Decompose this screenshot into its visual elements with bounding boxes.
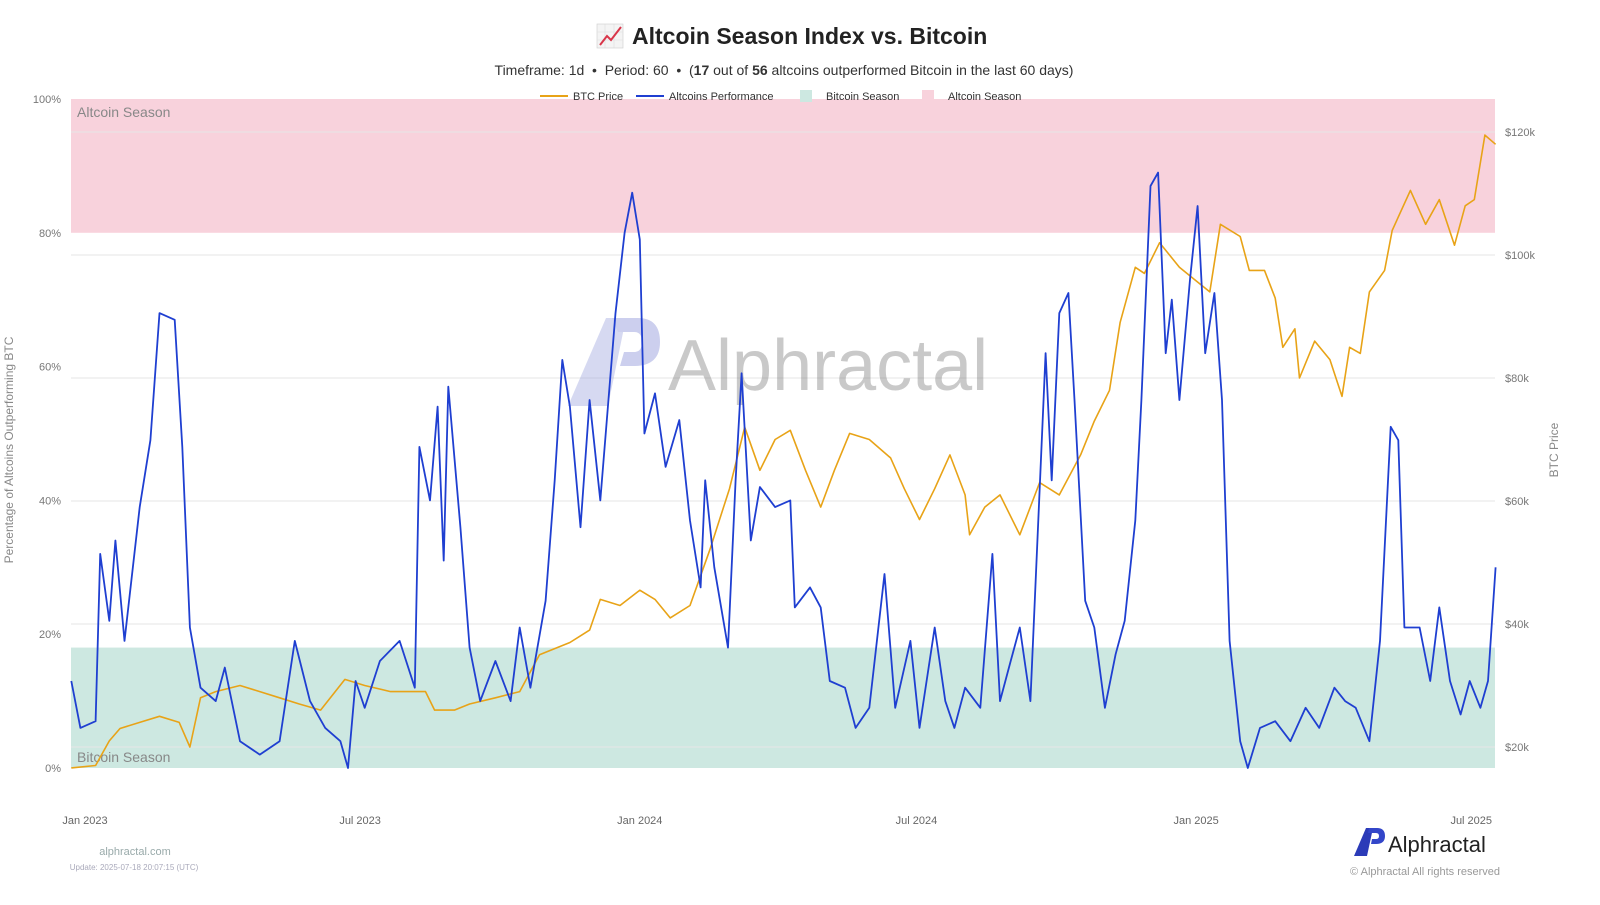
series-lines — [70, 134, 1497, 769]
site-link[interactable]: alphractal.com — [99, 846, 171, 858]
chart-title-group: Altcoin Season Index vs. Bitcoin — [596, 23, 987, 49]
legend-swatch — [922, 90, 934, 102]
grid-lines — [71, 131, 1495, 748]
series-line-altcoins-performance — [70, 171, 1497, 769]
subtitle-mid: out of — [709, 62, 752, 78]
band-altcoin-season — [71, 99, 1495, 233]
update-timestamp: Update: 2025-07-18 20:07:15 (UTC) — [70, 863, 199, 872]
subtitle-count: 17 — [694, 62, 710, 78]
y2-tick-label: $80k — [1505, 373, 1529, 385]
legend-item[interactable]: Altcoins Performance — [636, 91, 774, 103]
axes: $20k $40k $60k $80k $100k $120k 0% 20% 40% 60% 80%… — [33, 94, 1536, 827]
legend-item[interactable]: BTC Price — [540, 91, 623, 103]
subtitle-prefix: Timeframe: 1d • Period: 60 • ( — [495, 62, 694, 78]
y2-tick-label: $20k — [1505, 742, 1529, 754]
band-label: Altcoin Season — [77, 104, 170, 120]
series-line-btc-price — [71, 134, 1497, 769]
y-tick-label: 80% — [39, 228, 61, 240]
y2-tick-label: $120k — [1505, 127, 1535, 139]
y-tick-label: 0% — [45, 763, 61, 775]
x-tick-label: Jan 2023 — [62, 815, 107, 827]
band-bitcoin-season — [71, 647, 1495, 768]
watermark: Alphractal — [568, 318, 988, 406]
copyright: © Alphractal All rights reserved — [1350, 866, 1500, 878]
y-tick-label: 60% — [39, 362, 61, 374]
y-tick-label: 40% — [39, 495, 61, 507]
x-tick-label: Jul 2025 — [1450, 815, 1492, 827]
brand-name: Alphractal — [1388, 832, 1486, 857]
legend-label: Bitcoin Season — [826, 91, 899, 103]
band-label: Bitcoin Season — [77, 749, 170, 765]
x-tick-label: Jul 2023 — [339, 815, 381, 827]
legend: BTC Price Altcoins Performance Bitcoin Sea… — [540, 90, 1021, 103]
watermark-logo-icon — [568, 318, 660, 406]
legend-label: Altcoins Performance — [669, 91, 774, 103]
legend-item[interactable]: Altcoin Season — [922, 90, 1021, 103]
y-axis-title: Percentage of Altcoins Outperforming BTC — [2, 336, 16, 563]
x-tick-label: Jul 2024 — [896, 815, 938, 827]
alphractal-logo-icon — [1354, 828, 1385, 856]
subtitle-suffix: altcoins outperformed Bitcoin in the las… — [768, 62, 1074, 78]
season-bands: Bitcoin Season Altcoin Season — [71, 99, 1495, 768]
chart-increasing-icon — [596, 23, 624, 49]
watermark-text: Alphractal — [668, 326, 988, 406]
y-tick-label: 20% — [39, 629, 61, 641]
y2-axis-title: BTC Price — [1547, 422, 1561, 477]
x-tick-label: Jan 2025 — [1173, 815, 1218, 827]
x-tick-label: Jan 2024 — [617, 815, 662, 827]
y-tick-label: 100% — [33, 94, 61, 106]
subtitle-total: 56 — [752, 62, 768, 78]
brand-logo: Alphractal — [1354, 828, 1486, 857]
legend-label: Altcoin Season — [948, 91, 1021, 103]
y2-tick-label: $40k — [1505, 619, 1529, 631]
legend-item[interactable]: Bitcoin Season — [800, 90, 899, 103]
chart-title: Altcoin Season Index vs. Bitcoin — [632, 23, 987, 49]
chart-subtitle: Timeframe: 1d • Period: 60 • (17 out of … — [495, 62, 1074, 78]
y2-tick-label: $100k — [1505, 250, 1535, 262]
y2-tick-label: $60k — [1505, 496, 1529, 508]
legend-swatch — [800, 90, 812, 102]
legend-label: BTC Price — [573, 91, 623, 103]
